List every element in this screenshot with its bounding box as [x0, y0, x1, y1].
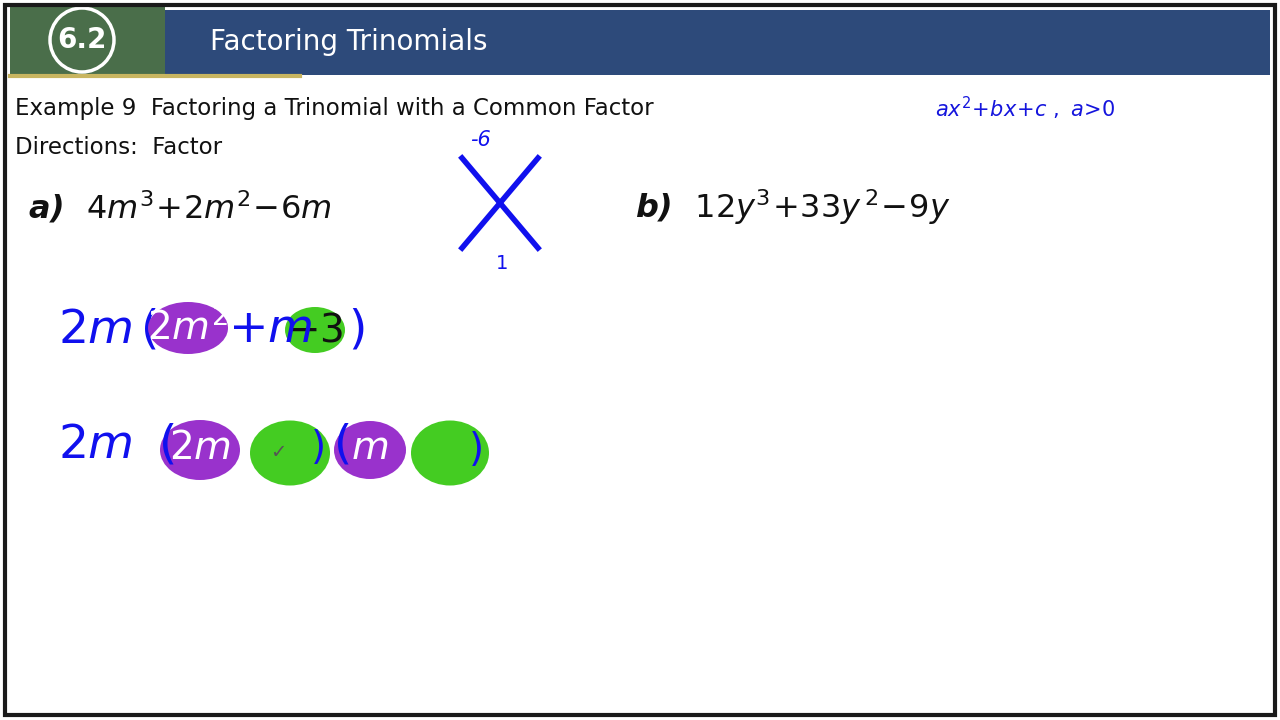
Text: 6.2: 6.2 — [58, 26, 106, 54]
Text: -6: -6 — [470, 130, 490, 150]
Text: b)  $12y^3\!+\! 33y^{\,2}\!-\!9y$: b) $12y^3\!+\! 33y^{\,2}\!-\!9y$ — [635, 187, 951, 227]
Text: $($: $($ — [333, 423, 349, 467]
Text: $2m^2$: $2m^2$ — [147, 308, 229, 348]
Ellipse shape — [411, 420, 489, 485]
Text: a)  $4m^3\!+\!2m^2\!-\!6m$: a) $4m^3\!+\!2m^2\!-\!6m$ — [28, 189, 332, 225]
Text: 1: 1 — [495, 254, 508, 273]
Text: $2m\,($: $2m\,($ — [58, 307, 157, 353]
Text: $2m$: $2m$ — [58, 423, 132, 467]
Ellipse shape — [285, 307, 346, 353]
Ellipse shape — [334, 421, 406, 479]
FancyBboxPatch shape — [10, 5, 165, 75]
Text: $+m$: $+m$ — [228, 307, 312, 353]
Text: $)$: $)$ — [348, 307, 365, 353]
Ellipse shape — [160, 420, 241, 480]
Text: $)$: $)$ — [468, 430, 481, 469]
Ellipse shape — [250, 420, 330, 485]
Text: Example 9  Factoring a Trinomial with a Common Factor: Example 9 Factoring a Trinomial with a C… — [15, 96, 654, 120]
Text: $\checkmark$: $\checkmark$ — [270, 441, 285, 461]
Text: $-3$: $-3$ — [287, 311, 343, 349]
Text: $ax^2\!+\!bx\!+\!c\ ,\ a\!>\!0$: $ax^2\!+\!bx\!+\!c\ ,\ a\!>\!0$ — [934, 94, 1116, 122]
Text: $2m$: $2m$ — [169, 429, 230, 467]
Text: $)$: $)$ — [310, 428, 324, 467]
Text: $m$: $m$ — [352, 429, 389, 467]
Ellipse shape — [148, 302, 228, 354]
FancyBboxPatch shape — [140, 10, 1270, 75]
Text: Factoring Trinomials: Factoring Trinomials — [210, 28, 488, 56]
Text: Directions:  Factor: Directions: Factor — [15, 137, 223, 160]
Text: $(\ $: $(\ $ — [157, 423, 174, 467]
